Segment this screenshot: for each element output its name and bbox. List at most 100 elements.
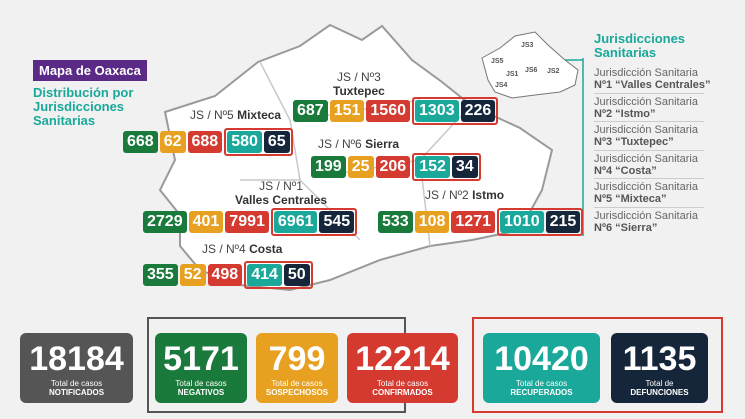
- mini-map-label: JS2: [547, 68, 560, 75]
- region-values: 199 25 206 152 34: [311, 153, 481, 181]
- subtitle: Distribución por Jurisdicciones Sanitarias: [33, 86, 133, 128]
- region-values: 668 62 688 580 65: [123, 128, 293, 156]
- value-box: 108: [414, 211, 450, 233]
- subtitle-line: Jurisdicciones: [33, 99, 125, 114]
- subtitle-line: Sanitarias: [33, 113, 96, 128]
- value-box: 34: [451, 156, 478, 178]
- region-code: JS / Nº2: [425, 188, 469, 202]
- total-label: DEFUNCIONES: [630, 388, 689, 397]
- region-label: JS / Nº1 Valles Centrales: [235, 179, 327, 207]
- value-box: 6961: [273, 211, 318, 233]
- value-box: 50: [283, 264, 310, 286]
- total-label: Total de casos: [175, 379, 227, 388]
- value-box: 151: [329, 100, 365, 122]
- total-label: NEGATIVOS: [177, 388, 225, 397]
- value-box: 668: [123, 131, 158, 153]
- value-box: 401: [188, 211, 224, 233]
- mini-map-label: JS6: [525, 67, 538, 74]
- legend-line2: Nº2 “Istmo”: [594, 107, 656, 120]
- value-box: 355: [143, 264, 178, 286]
- total-value: 5171: [163, 340, 239, 378]
- region-label: JS / Nº4 Costa: [202, 242, 282, 256]
- legend-line2: Nº4 “Costa”: [594, 164, 657, 177]
- highlight-outline: 1010 215: [497, 208, 584, 236]
- legend-title: Jurisdicciones Sanitarias: [594, 32, 685, 60]
- value-box: 52: [179, 264, 206, 286]
- region-name: Sierra: [365, 137, 400, 151]
- region-label: JS / Nº2 Istmo: [425, 188, 504, 202]
- value-box: 226: [460, 100, 496, 122]
- region-label: JS / Nº5 Mixteca: [190, 108, 281, 122]
- value-box: 1303: [415, 100, 459, 122]
- legend-line1: Jurisdicción Sanitaria: [594, 152, 698, 165]
- region-code: JS / Nº4: [202, 242, 246, 256]
- legend-line2: Nº6 “Sierra”: [594, 221, 658, 234]
- value-box: 199: [311, 156, 346, 178]
- legend-line1: Jurisdicción Sanitaria: [594, 67, 698, 79]
- mini-map-label: JS1: [506, 71, 519, 78]
- legend-item: Jurisdicción Sanitaria Nº4 “Costa”: [594, 153, 698, 177]
- highlight-outline: 152 34: [412, 153, 481, 181]
- legend-separator: [594, 206, 704, 208]
- value-box: 687: [293, 100, 328, 122]
- mini-map-label: JS5: [491, 58, 504, 65]
- total-value: 10420: [494, 340, 589, 378]
- region-name: Mixteca: [237, 108, 282, 122]
- total-label: SOSPECHOSOS: [265, 388, 329, 397]
- total-value: 1135: [622, 340, 697, 378]
- highlight-outline: 414 50: [244, 261, 313, 289]
- total-label: CONFIRMADOS: [372, 388, 433, 397]
- total-label: Total de casos: [376, 379, 429, 388]
- legend-separator: [594, 178, 704, 179]
- value-box: 152: [415, 156, 450, 178]
- total-value: 18184: [29, 340, 124, 378]
- total-card: 799 Total de casos SOSPECHOSOS: [256, 333, 338, 403]
- total-card: 1135 Total de DEFUNCIONES: [611, 333, 708, 403]
- value-box: 65: [263, 131, 290, 153]
- legend-item: Jurisdicción Sanitaria Nº1 “Valles Centra…: [594, 67, 711, 91]
- legend-item: Jurisdicción Sanitaria Nº2 “Istmo”: [594, 96, 698, 120]
- total-card: 10420 Total de casos RECUPERADOS: [483, 333, 600, 403]
- value-box: 498: [207, 264, 243, 286]
- legend-item: Jurisdicción Sanitaria Nº3 “Tuxtepec”: [594, 124, 698, 148]
- total-label: Total de casos: [515, 379, 568, 388]
- legend-item: Jurisdicción Sanitaria Nº5 “Mixteca”: [594, 181, 698, 205]
- region-values: 355 52 498 414 50: [143, 261, 313, 289]
- mini-map-label: JS4: [495, 82, 508, 89]
- total-value: 12214: [355, 340, 450, 378]
- mini-map-label: JS3: [521, 42, 534, 49]
- legend-separator: [594, 121, 704, 122]
- legend-separator: [594, 149, 704, 151]
- total-label: NOTIFICADOS: [48, 388, 105, 397]
- region-code: JS / Nº5: [190, 108, 234, 122]
- region-name: Costa: [249, 242, 283, 256]
- value-box: 688: [187, 131, 223, 153]
- legend-title-line: Sanitarias: [594, 45, 657, 60]
- total-card: 12214 Total de casos CONFIRMADOS: [347, 333, 458, 403]
- legend-title-line: Jurisdicciones: [594, 31, 686, 46]
- title: Mapa de Oaxaca: [33, 60, 147, 81]
- legend-line1: Jurisdicción Sanitaria: [594, 209, 698, 222]
- value-box: 545: [319, 211, 355, 233]
- total-label: Total de casos: [271, 379, 323, 388]
- mini-map: [481, 31, 579, 99]
- legend-item: Jurisdicción Sanitaria Nº6 “Sierra”: [594, 210, 698, 234]
- region-name: Istmo: [472, 188, 505, 202]
- legend-line1: Jurisdicción Sanitaria: [594, 181, 698, 193]
- subtitle-line: Distribución por: [33, 85, 134, 100]
- value-box: 533: [378, 211, 413, 233]
- value-box: 1271: [451, 211, 495, 233]
- highlight-outline: 580 65: [224, 128, 293, 156]
- group-outline: [472, 317, 723, 413]
- highlight-outline: 1303 226: [412, 97, 499, 125]
- region-values: 533 108 1271 1010 215: [378, 208, 584, 236]
- region-code: JS / Nº1: [259, 179, 303, 193]
- value-box: 25: [347, 156, 374, 178]
- value-box: 580: [227, 131, 262, 153]
- total-label: Total de: [645, 379, 674, 388]
- total-value: 799: [268, 340, 326, 378]
- total-card: 5171 Total de casos NEGATIVOS: [155, 333, 247, 403]
- value-box: 2729: [143, 211, 187, 233]
- region-name: Tuxtepec: [333, 84, 385, 98]
